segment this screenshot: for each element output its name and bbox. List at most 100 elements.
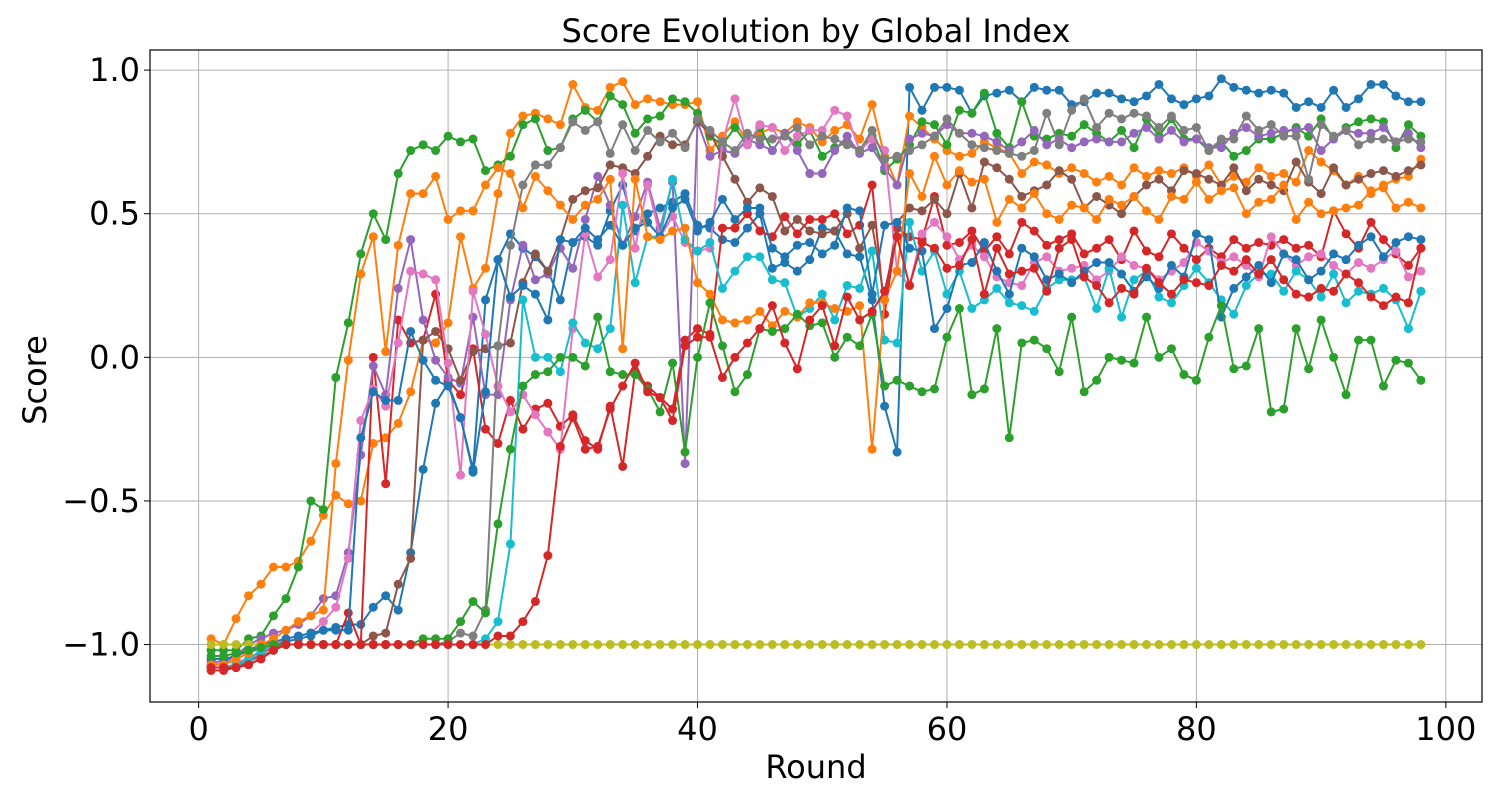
data-point	[905, 381, 915, 391]
data-point	[493, 381, 503, 391]
data-point	[1179, 125, 1189, 135]
data-point	[929, 243, 939, 253]
data-point	[518, 120, 528, 130]
data-point	[1142, 111, 1152, 121]
data-point	[992, 146, 1002, 156]
data-point	[942, 289, 952, 299]
data-point	[1416, 266, 1426, 276]
data-point	[618, 77, 628, 87]
data-point	[543, 146, 553, 156]
data-point	[1154, 174, 1164, 184]
data-point	[942, 114, 952, 124]
data-point	[1316, 315, 1326, 325]
data-point	[929, 151, 939, 161]
data-point	[842, 229, 852, 239]
data-point	[1004, 269, 1014, 279]
data-point	[1154, 79, 1164, 89]
data-point	[705, 125, 715, 135]
data-point	[505, 395, 515, 405]
data-point	[593, 117, 603, 127]
data-point	[693, 324, 703, 334]
data-point	[1416, 137, 1426, 147]
data-point	[979, 384, 989, 394]
data-point	[1166, 229, 1176, 239]
data-point	[842, 131, 852, 141]
data-point	[1378, 79, 1388, 89]
data-point	[967, 304, 977, 313]
data-point	[468, 640, 478, 650]
data-point	[1054, 243, 1064, 253]
data-point	[830, 134, 840, 144]
data-point	[543, 640, 553, 650]
data-point	[905, 146, 915, 156]
data-point	[917, 117, 927, 127]
data-point	[1416, 203, 1426, 213]
data-point	[580, 105, 590, 115]
data-point	[1029, 189, 1039, 199]
data-point	[343, 640, 353, 650]
data-point	[530, 410, 540, 420]
data-point	[755, 226, 765, 236]
data-point	[618, 100, 628, 110]
data-point	[1366, 335, 1376, 345]
data-point	[805, 640, 815, 650]
data-point	[1104, 352, 1114, 362]
data-point	[1329, 269, 1339, 279]
data-point	[480, 329, 490, 339]
data-point	[917, 140, 927, 150]
data-point	[1229, 266, 1239, 276]
data-point	[1229, 640, 1239, 650]
data-point	[767, 263, 777, 273]
data-point	[580, 125, 590, 135]
data-point	[643, 232, 653, 242]
data-point	[231, 640, 241, 650]
data-point	[1154, 352, 1164, 362]
data-point	[1341, 102, 1351, 112]
data-point	[1004, 174, 1014, 184]
data-point	[830, 341, 840, 351]
data-point	[680, 194, 690, 204]
data-point	[668, 416, 678, 426]
data-point	[1378, 640, 1388, 650]
data-point	[1092, 191, 1102, 201]
data-point	[1054, 140, 1064, 150]
data-point	[480, 295, 490, 305]
data-point	[468, 134, 478, 144]
data-point	[568, 352, 578, 362]
data-point	[1166, 191, 1176, 201]
data-point	[381, 347, 391, 357]
data-point	[730, 318, 740, 328]
data-point	[1042, 344, 1052, 354]
data-point	[443, 640, 453, 650]
data-point	[555, 235, 565, 245]
data-point	[1029, 125, 1039, 135]
data-point	[1004, 85, 1014, 95]
data-point	[356, 433, 366, 443]
data-point	[1416, 286, 1426, 296]
data-point	[730, 123, 740, 133]
data-point	[1329, 85, 1339, 95]
data-point	[356, 640, 366, 650]
data-point	[1254, 237, 1264, 247]
data-point	[992, 232, 1002, 242]
data-point	[742, 338, 752, 348]
data-point	[730, 352, 740, 362]
data-point	[1391, 292, 1401, 302]
data-point	[1179, 194, 1189, 204]
data-point	[1117, 94, 1127, 104]
data-point	[1042, 140, 1052, 150]
data-point	[805, 169, 815, 179]
data-point	[1067, 278, 1077, 288]
data-point	[1129, 97, 1139, 107]
data-point	[1104, 137, 1114, 147]
data-point	[1291, 214, 1301, 224]
data-point	[805, 140, 815, 150]
data-point	[1179, 370, 1189, 380]
data-point	[1378, 123, 1388, 133]
data-point	[717, 315, 727, 325]
data-point	[1329, 206, 1339, 216]
data-point	[1403, 272, 1413, 282]
data-point	[967, 390, 977, 400]
data-point	[456, 206, 466, 216]
data-point	[343, 499, 353, 509]
